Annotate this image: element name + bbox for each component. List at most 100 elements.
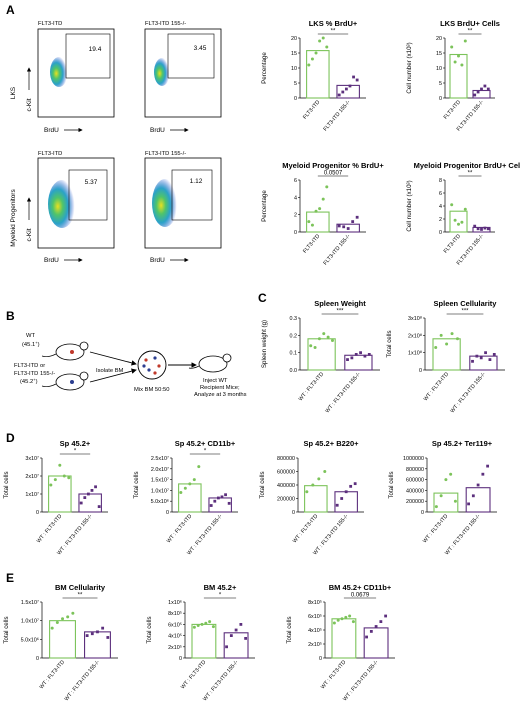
y-tick-label: 5.0x10⁶ (21, 637, 39, 643)
y-tick-label: 0.1 (290, 351, 298, 357)
data-point (344, 87, 348, 91)
bar (306, 211, 330, 233)
y-tick-label: 5.0x10⁶ (151, 499, 169, 505)
significance-label: 0.0507 (324, 171, 343, 177)
data-point (83, 496, 87, 499)
schematic-ko-sup: + (33, 377, 36, 382)
flow-row-label-lks: LKS (10, 86, 17, 99)
data-point (444, 478, 448, 482)
data-point (379, 620, 383, 623)
y-tick-label: 2x10⁸ (408, 333, 422, 339)
bar (449, 53, 468, 99)
data-point (90, 632, 94, 636)
data-point (106, 636, 110, 639)
category-label: WT : FLT3-ITD 155-/- (64, 659, 102, 702)
chart-title: BM 45.2+ (204, 583, 237, 592)
bar (472, 89, 491, 99)
category-label: WT : FLT3-ITD 155-/- (202, 659, 240, 702)
flow-axis-labels: BrdU BrdU BrdU BrdU c-Kit c-Kit (26, 67, 189, 264)
data-point (374, 625, 378, 628)
schematic-ko-label2: FLT3-ITD 155-/- (14, 371, 55, 377)
bar-chart-a4: Myeloid Progenitor BrdU+ Cells 0 2 4 6 8 Cell … (406, 161, 520, 267)
y-tick-label: 5 (294, 81, 297, 87)
bar-chart-e3: BM 45.2+ CD11b+ 0 2x10⁵ 4x10⁵ 6x10⁵ 8x10⁵ Tota… (286, 583, 395, 702)
data-point (350, 356, 354, 360)
y-tick-label: 10 (291, 66, 297, 72)
data-point (318, 207, 322, 211)
flow-x-axis-label: BrdU (44, 127, 59, 134)
bar-chart-d3: Sp 45.2+ B220+ 0 200000 400000 600000 800000 T… (259, 439, 364, 556)
schematic-isolate-label: Isolate BM (96, 368, 124, 374)
significance-label: 0.0679 (351, 593, 370, 599)
chart-title: Myeloid Progenitor BrdU+ Cells (414, 161, 520, 170)
data-point (192, 478, 196, 482)
chart-title: Sp 45.2+ CD11b+ (175, 439, 236, 448)
data-point (209, 504, 213, 507)
data-point (49, 483, 53, 487)
bar (449, 210, 468, 233)
schematic-inject-line1: Inject WT (203, 378, 228, 384)
bar (465, 487, 491, 513)
panel-label-e: E (6, 571, 14, 585)
bar (48, 475, 72, 513)
mouse-icon (41, 371, 89, 391)
data-point (453, 218, 457, 222)
data-point (460, 63, 464, 67)
data-point (355, 78, 359, 82)
data-point (471, 494, 475, 498)
bar-chart-e1: BM Cellularity 0 5.0x10⁶ 1.0x10⁷ 1.5x10⁷ Tota… (3, 583, 118, 702)
flow-gate-value: 19.4 (89, 46, 102, 53)
y-tick-label: 0 (439, 96, 442, 102)
data-point (305, 490, 309, 494)
bar (84, 631, 111, 659)
bar (336, 84, 360, 99)
y-tick-label: 0.3 (290, 316, 298, 322)
bar (307, 338, 336, 371)
schematic-paren: ) (38, 342, 40, 348)
chart-title: LKS % BrdU+ (309, 19, 358, 28)
data-point (213, 499, 217, 503)
bar-chart-a2: LKS BrdU+ Cells 0 5 10 15 20 Cell number (x10³… (406, 19, 500, 133)
data-point (197, 465, 201, 469)
data-point (352, 75, 355, 79)
data-point (101, 626, 105, 630)
y-tick-label: 0 (292, 510, 295, 516)
bar (306, 50, 330, 99)
y-tick-label: 6 (294, 178, 297, 184)
data-point (90, 489, 94, 492)
significance-label: ** (331, 29, 336, 35)
bar (178, 483, 202, 513)
data-point (335, 503, 339, 507)
data-point (310, 57, 314, 61)
data-point (434, 505, 438, 509)
category-label: WT : FLT3-ITD 155-/- (312, 513, 350, 556)
y-tick-label: 2x10⁷ (25, 474, 39, 480)
data-point (348, 614, 352, 618)
data-point (332, 621, 336, 625)
y-tick-label: 1.0x10⁷ (151, 488, 169, 494)
data-point (344, 615, 348, 619)
schematic-ko-label1: FLT3-ITD or (14, 363, 45, 369)
y-tick-label: 2x10⁵ (168, 645, 182, 651)
data-point (307, 220, 311, 224)
data-point (62, 474, 66, 478)
y-tick-label: 8 (439, 178, 442, 184)
flow-title: FLT3-ITD (38, 21, 62, 27)
data-point (337, 224, 341, 228)
y-axis-label: Total cells (386, 330, 393, 357)
data-point (61, 617, 65, 621)
bar (331, 618, 357, 659)
data-point (342, 225, 346, 229)
chart-title: Sp 45.2+ B220+ (303, 439, 359, 448)
data-point (310, 223, 314, 227)
y-tick-label: 0.0 (290, 368, 298, 374)
y-tick-label: 0.2 (290, 333, 298, 339)
bar-chart-a1: LKS % BrdU+ 0 5 10 15 20 Percentage FLT3-ITD FLT… (261, 19, 366, 133)
significance-label: ** (468, 171, 473, 177)
chart-title: BM 45.2+ CD11b+ (329, 583, 392, 592)
data-point (355, 215, 359, 219)
category-label: WT : FLT3-ITD 155-/- (444, 513, 482, 556)
y-tick-label: 0 (439, 230, 442, 236)
